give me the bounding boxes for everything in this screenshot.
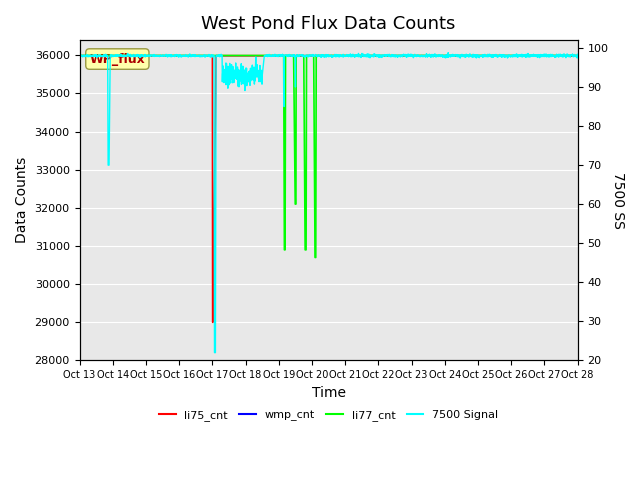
Title: West Pond Flux Data Counts: West Pond Flux Data Counts [202,15,456,33]
Y-axis label: Data Counts: Data Counts [15,157,29,243]
Y-axis label: 7500 SS: 7500 SS [611,172,625,228]
Legend: li75_cnt, wmp_cnt, li77_cnt, 7500 Signal: li75_cnt, wmp_cnt, li77_cnt, 7500 Signal [154,406,502,425]
Text: WP_flux: WP_flux [90,52,145,66]
X-axis label: Time: Time [312,386,346,400]
